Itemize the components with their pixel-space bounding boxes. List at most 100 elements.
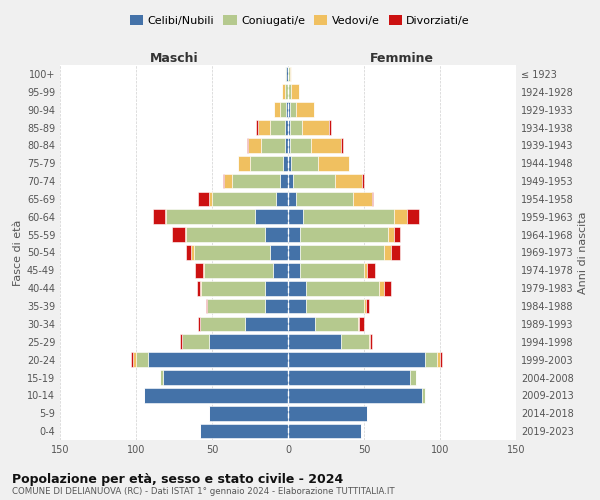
Bar — [197, 281, 200, 295]
Bar — [288, 298, 306, 314]
Bar — [288, 156, 291, 170]
Bar — [425, 352, 437, 367]
Text: Popolazione per età, sesso e stato civile - 2024: Popolazione per età, sesso e stato civil… — [12, 472, 343, 486]
Bar — [248, 138, 260, 152]
Bar — [288, 138, 290, 152]
Bar — [362, 174, 364, 188]
Bar — [265, 281, 288, 295]
Bar — [288, 174, 293, 188]
Bar — [133, 352, 136, 367]
Text: COMUNE DI DELIANUOVA (RC) - Dati ISTAT 1° gennaio 2024 - Elaborazione TUTTITALIA: COMUNE DI DELIANUOVA (RC) - Dati ISTAT 1… — [12, 487, 395, 496]
Bar — [288, 424, 361, 438]
Bar — [316, 316, 358, 331]
Bar — [353, 192, 371, 206]
Bar — [365, 298, 368, 314]
Bar — [288, 102, 290, 117]
Bar — [359, 316, 364, 331]
Bar — [391, 245, 400, 260]
Bar — [199, 192, 209, 206]
Bar — [288, 210, 303, 224]
Bar — [290, 66, 291, 81]
Bar — [306, 298, 364, 314]
Bar — [131, 352, 133, 367]
Bar — [209, 406, 288, 420]
Bar — [288, 370, 410, 385]
Bar — [288, 281, 306, 295]
Bar — [394, 210, 407, 224]
Bar — [311, 138, 341, 152]
Bar — [410, 370, 416, 385]
Bar — [296, 192, 353, 206]
Bar — [384, 245, 391, 260]
Text: Maschi: Maschi — [149, 52, 199, 65]
Y-axis label: Anni di nascita: Anni di nascita — [578, 211, 588, 294]
Bar — [286, 66, 288, 81]
Bar — [274, 102, 280, 117]
Bar — [270, 245, 288, 260]
Bar — [388, 228, 394, 242]
Bar — [166, 210, 254, 224]
Bar — [200, 316, 245, 331]
Bar — [238, 156, 250, 170]
Bar — [290, 138, 311, 152]
Bar — [224, 174, 232, 188]
Bar — [341, 138, 343, 152]
Bar — [319, 156, 349, 170]
Bar — [276, 192, 288, 206]
Bar — [143, 388, 288, 402]
Bar — [290, 102, 296, 117]
Bar — [260, 138, 285, 152]
Legend: Celibi/Nubili, Coniugati/e, Vedovi/e, Divorziati/e: Celibi/Nubili, Coniugati/e, Vedovi/e, Di… — [125, 10, 475, 30]
Bar — [288, 263, 300, 278]
Bar — [370, 334, 371, 349]
Bar — [273, 263, 288, 278]
Bar — [148, 352, 288, 367]
Bar — [288, 245, 300, 260]
Bar — [288, 228, 300, 242]
Bar — [136, 352, 148, 367]
Bar — [256, 120, 257, 135]
Bar — [199, 316, 200, 331]
Bar — [288, 192, 296, 206]
Bar — [208, 298, 265, 314]
Bar — [285, 120, 288, 135]
Bar — [379, 281, 384, 295]
Bar — [163, 370, 288, 385]
Bar — [288, 352, 425, 367]
Bar — [185, 228, 186, 242]
Bar — [285, 138, 288, 152]
Bar — [394, 228, 400, 242]
Bar — [194, 245, 270, 260]
Bar — [203, 263, 205, 278]
Bar — [283, 156, 288, 170]
Bar — [254, 210, 288, 224]
Bar — [232, 174, 280, 188]
Bar — [257, 120, 270, 135]
Bar — [329, 120, 331, 135]
Bar — [160, 370, 163, 385]
Bar — [341, 334, 368, 349]
Bar — [306, 281, 379, 295]
Bar — [300, 263, 364, 278]
Bar — [437, 352, 440, 367]
Bar — [270, 120, 285, 135]
Bar — [186, 245, 191, 260]
Bar — [212, 192, 276, 206]
Bar — [280, 174, 288, 188]
Bar — [288, 388, 422, 402]
Bar — [186, 228, 265, 242]
Bar — [407, 210, 419, 224]
Bar — [209, 192, 212, 206]
Bar — [302, 120, 329, 135]
Bar — [223, 174, 224, 188]
Bar — [335, 174, 362, 188]
Bar — [200, 281, 202, 295]
Bar — [206, 298, 208, 314]
Bar — [195, 263, 203, 278]
Bar — [180, 334, 182, 349]
Bar — [367, 263, 374, 278]
Bar — [172, 228, 185, 242]
Y-axis label: Fasce di età: Fasce di età — [13, 220, 23, 286]
Bar — [288, 66, 290, 81]
Bar — [371, 192, 373, 206]
